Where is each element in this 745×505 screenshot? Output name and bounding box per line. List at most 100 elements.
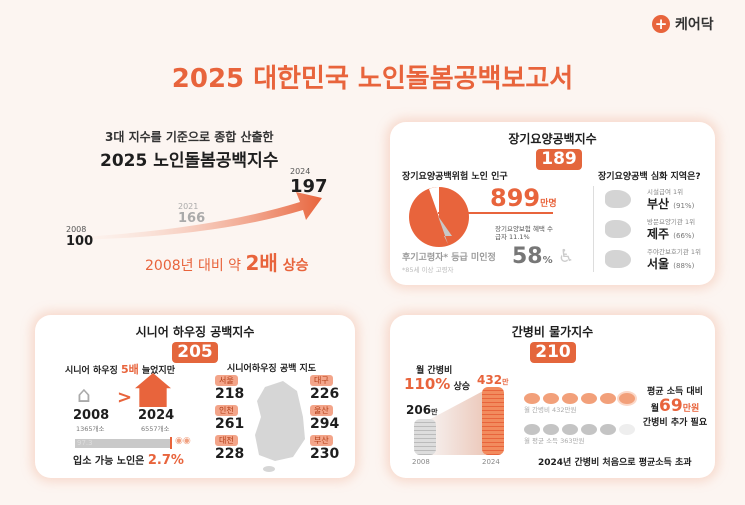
summary-text: 2008년 대비 약: [145, 258, 246, 274]
population-unit: 만명: [540, 199, 557, 209]
population-pie: [409, 187, 469, 247]
left-heading: 시니어 하우징 5배 늘었지만: [65, 361, 175, 377]
gap-value: 69: [659, 396, 683, 416]
region-item: 시설급여 1위 부산 (91%): [605, 186, 710, 214]
unrated-label: 후기고령자* 등급 미인정: [402, 253, 496, 263]
region-caption: 주야간보호기관 1위: [647, 248, 702, 256]
housing-card: 시니어 하우징 공백지수 205 시니어 하우징 5배 늘었지만 ⌂ > 200…: [35, 315, 355, 478]
heading-text: 시니어 하우징: [65, 366, 121, 376]
korea-map: [255, 381, 305, 472]
available-label: 입소 가능 노인은: [73, 456, 148, 467]
point-2008: 2008 100: [66, 225, 93, 249]
city-tag: 서울: [215, 375, 238, 386]
point-value: 166: [178, 211, 206, 226]
gap-line2: 월69만원: [640, 396, 710, 416]
available-text: 입소 가능 노인은 2.7%: [73, 452, 184, 468]
value-2008: 206만: [406, 403, 438, 417]
city-tag: 울산: [310, 405, 333, 416]
insured-text: 장기요양보험 혜택 수급자: [495, 225, 553, 241]
city-item: 부산 230: [310, 435, 350, 465]
card-title: 장기요양공백지수: [508, 132, 597, 146]
region-map-icon: [605, 220, 631, 238]
population-value: 899만명: [490, 184, 557, 212]
gap-unit: 만원: [682, 404, 700, 414]
card-title: 시니어 하우징 공백지수: [135, 325, 255, 339]
region-item: 주야간보호기관 1위 서울 (88%): [605, 246, 710, 274]
coin-stack-2024: [482, 387, 504, 455]
overview-heading: 2025 노인돌봄공백지수: [100, 151, 279, 171]
unrated-pct: 58%: [512, 244, 553, 269]
cost-caption: 월 간병비 432만원: [524, 406, 577, 414]
right-heading: 장기요양공백 심화 지역은?: [598, 172, 701, 182]
map-heading: 시니어하우징 공백 지도: [227, 364, 317, 374]
region-item: 방문요양기관 1위 제주 (66%): [605, 216, 710, 244]
region-label: 서울: [647, 257, 670, 271]
unrated-unit: %: [542, 255, 553, 266]
city-item: 울산 294: [310, 405, 350, 435]
region-name: 부산 (91%): [647, 195, 694, 212]
value-2024: 432만: [477, 373, 509, 387]
city-item: 인천 261: [215, 405, 255, 435]
insured-label: 장기요양보험 혜택 수급자 11.1%: [495, 225, 555, 241]
insured-pct: 11.1%: [509, 233, 530, 241]
city-value: 226: [310, 386, 340, 402]
value-unit: 만: [431, 408, 438, 416]
region-label: 부산: [647, 197, 670, 211]
count-2008: 1365개소: [76, 425, 105, 433]
value-number: 432: [477, 373, 503, 387]
year-2024-label: 2024: [482, 458, 500, 466]
divider: [593, 186, 594, 272]
year-2008: 2008: [73, 408, 110, 423]
value-unit: 만: [502, 378, 509, 386]
monthly-label: 월 간병비: [416, 366, 453, 376]
unrated-number: 58: [512, 244, 543, 269]
page-title: 2025 대한민국 노인돌봄공백보고서: [171, 64, 574, 94]
capacity-bar: 97.3: [75, 439, 170, 448]
coin-stack-2008: [414, 419, 436, 455]
heading-text: 늘었지만: [138, 366, 175, 376]
index-badge: 189: [536, 149, 582, 170]
logo: + 케어닥: [652, 14, 714, 34]
city-item: 대구 226: [310, 375, 350, 405]
logo-text: 케어닥: [675, 17, 714, 33]
caregiver-card: 간병비 물가지수 210 월 간병비 110% 상승 432만 206만 200…: [390, 315, 715, 478]
city-value: 218: [215, 386, 245, 402]
rise-pct: 110%: [404, 375, 451, 393]
point-year: 2021: [178, 202, 199, 211]
left-heading: 장기요양공백위험 노인 인구: [402, 172, 508, 182]
index-badge: 210: [530, 342, 576, 363]
heading-emphasis: 5배: [120, 363, 139, 376]
gap-pre: 월: [650, 404, 660, 414]
value-number: 206: [406, 403, 432, 417]
available-pct: 2.7%: [147, 453, 184, 468]
region-caption: 시설급여 1위: [647, 188, 684, 196]
region-map-icon: [605, 190, 631, 208]
city-item: 대전 228: [215, 435, 255, 465]
point-value: 100: [66, 234, 94, 249]
region-pct: (88%): [673, 262, 695, 270]
unavailable-pct: 97.3: [77, 439, 93, 447]
point-2024: 2024 197: [290, 167, 328, 197]
city-item: 서울 218: [215, 375, 255, 405]
card-title: 간병비 물가지수: [511, 325, 594, 339]
region-label: 제주: [647, 227, 670, 241]
summary-emphasis: 2배: [245, 251, 278, 275]
city-value: 228: [215, 446, 245, 462]
capacity-marker: [170, 437, 172, 449]
year-2008-label: 2008: [412, 458, 430, 466]
city-value: 294: [310, 416, 340, 432]
rise-word: 상승: [450, 382, 471, 392]
house-2024-icon: [135, 373, 171, 407]
region-map-icon: [605, 250, 631, 268]
point-year: 2008: [66, 225, 87, 234]
count-2024: 6557개소: [141, 425, 170, 433]
income-caption: 월 평균 소득 363만원: [524, 437, 585, 445]
overview-subtitle: 3대 지수를 기준으로 종합 산출한: [105, 130, 274, 144]
plus-circle-icon: +: [652, 15, 670, 33]
city-value: 230: [310, 446, 340, 462]
index-badge: 205: [172, 342, 218, 363]
ltc-card: 장기요양공백지수 189 장기요양공백위험 노인 인구 899만명 장기요양보험…: [390, 122, 715, 285]
overview-summary: 2008년 대비 약 2배 상승: [145, 247, 308, 276]
population-number: 899: [490, 184, 541, 212]
summary-text: 상승: [277, 258, 309, 274]
